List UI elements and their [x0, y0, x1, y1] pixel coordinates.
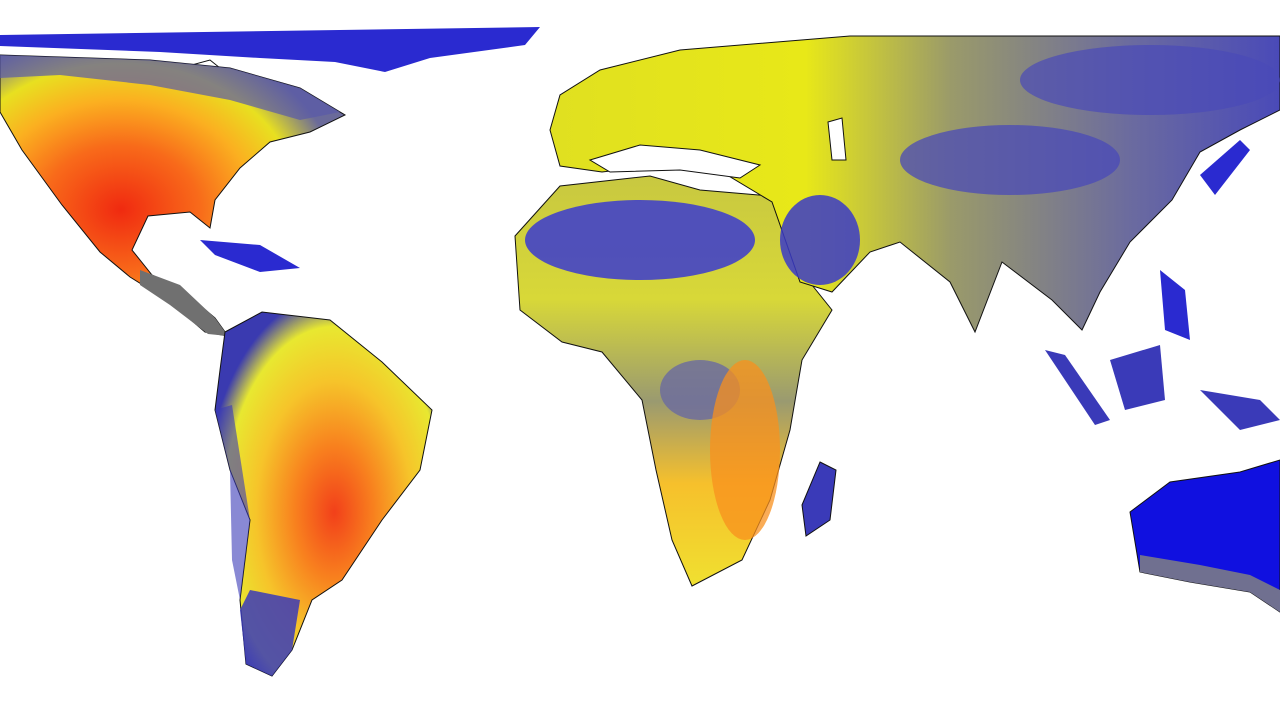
na-north-band [0, 55, 340, 120]
central-asia [900, 125, 1120, 195]
east-africa-hot [710, 360, 780, 540]
caspian [827, 117, 847, 161]
borneo [1110, 345, 1165, 410]
australia-south [1140, 555, 1280, 612]
sahara [525, 200, 755, 280]
sa-west-coast [215, 405, 250, 600]
caribbean [200, 240, 300, 272]
sa-south-tip [240, 590, 300, 676]
madagascar [801, 461, 837, 537]
arctic [0, 27, 540, 72]
japan [1200, 140, 1250, 195]
sumatra [1045, 350, 1110, 425]
mediterranean [588, 144, 762, 179]
central-america [140, 270, 228, 336]
philippines [1160, 270, 1190, 340]
north-america [0, 54, 347, 337]
arabia [780, 195, 860, 285]
siberia [1020, 45, 1280, 115]
new-guinea [1200, 390, 1280, 430]
